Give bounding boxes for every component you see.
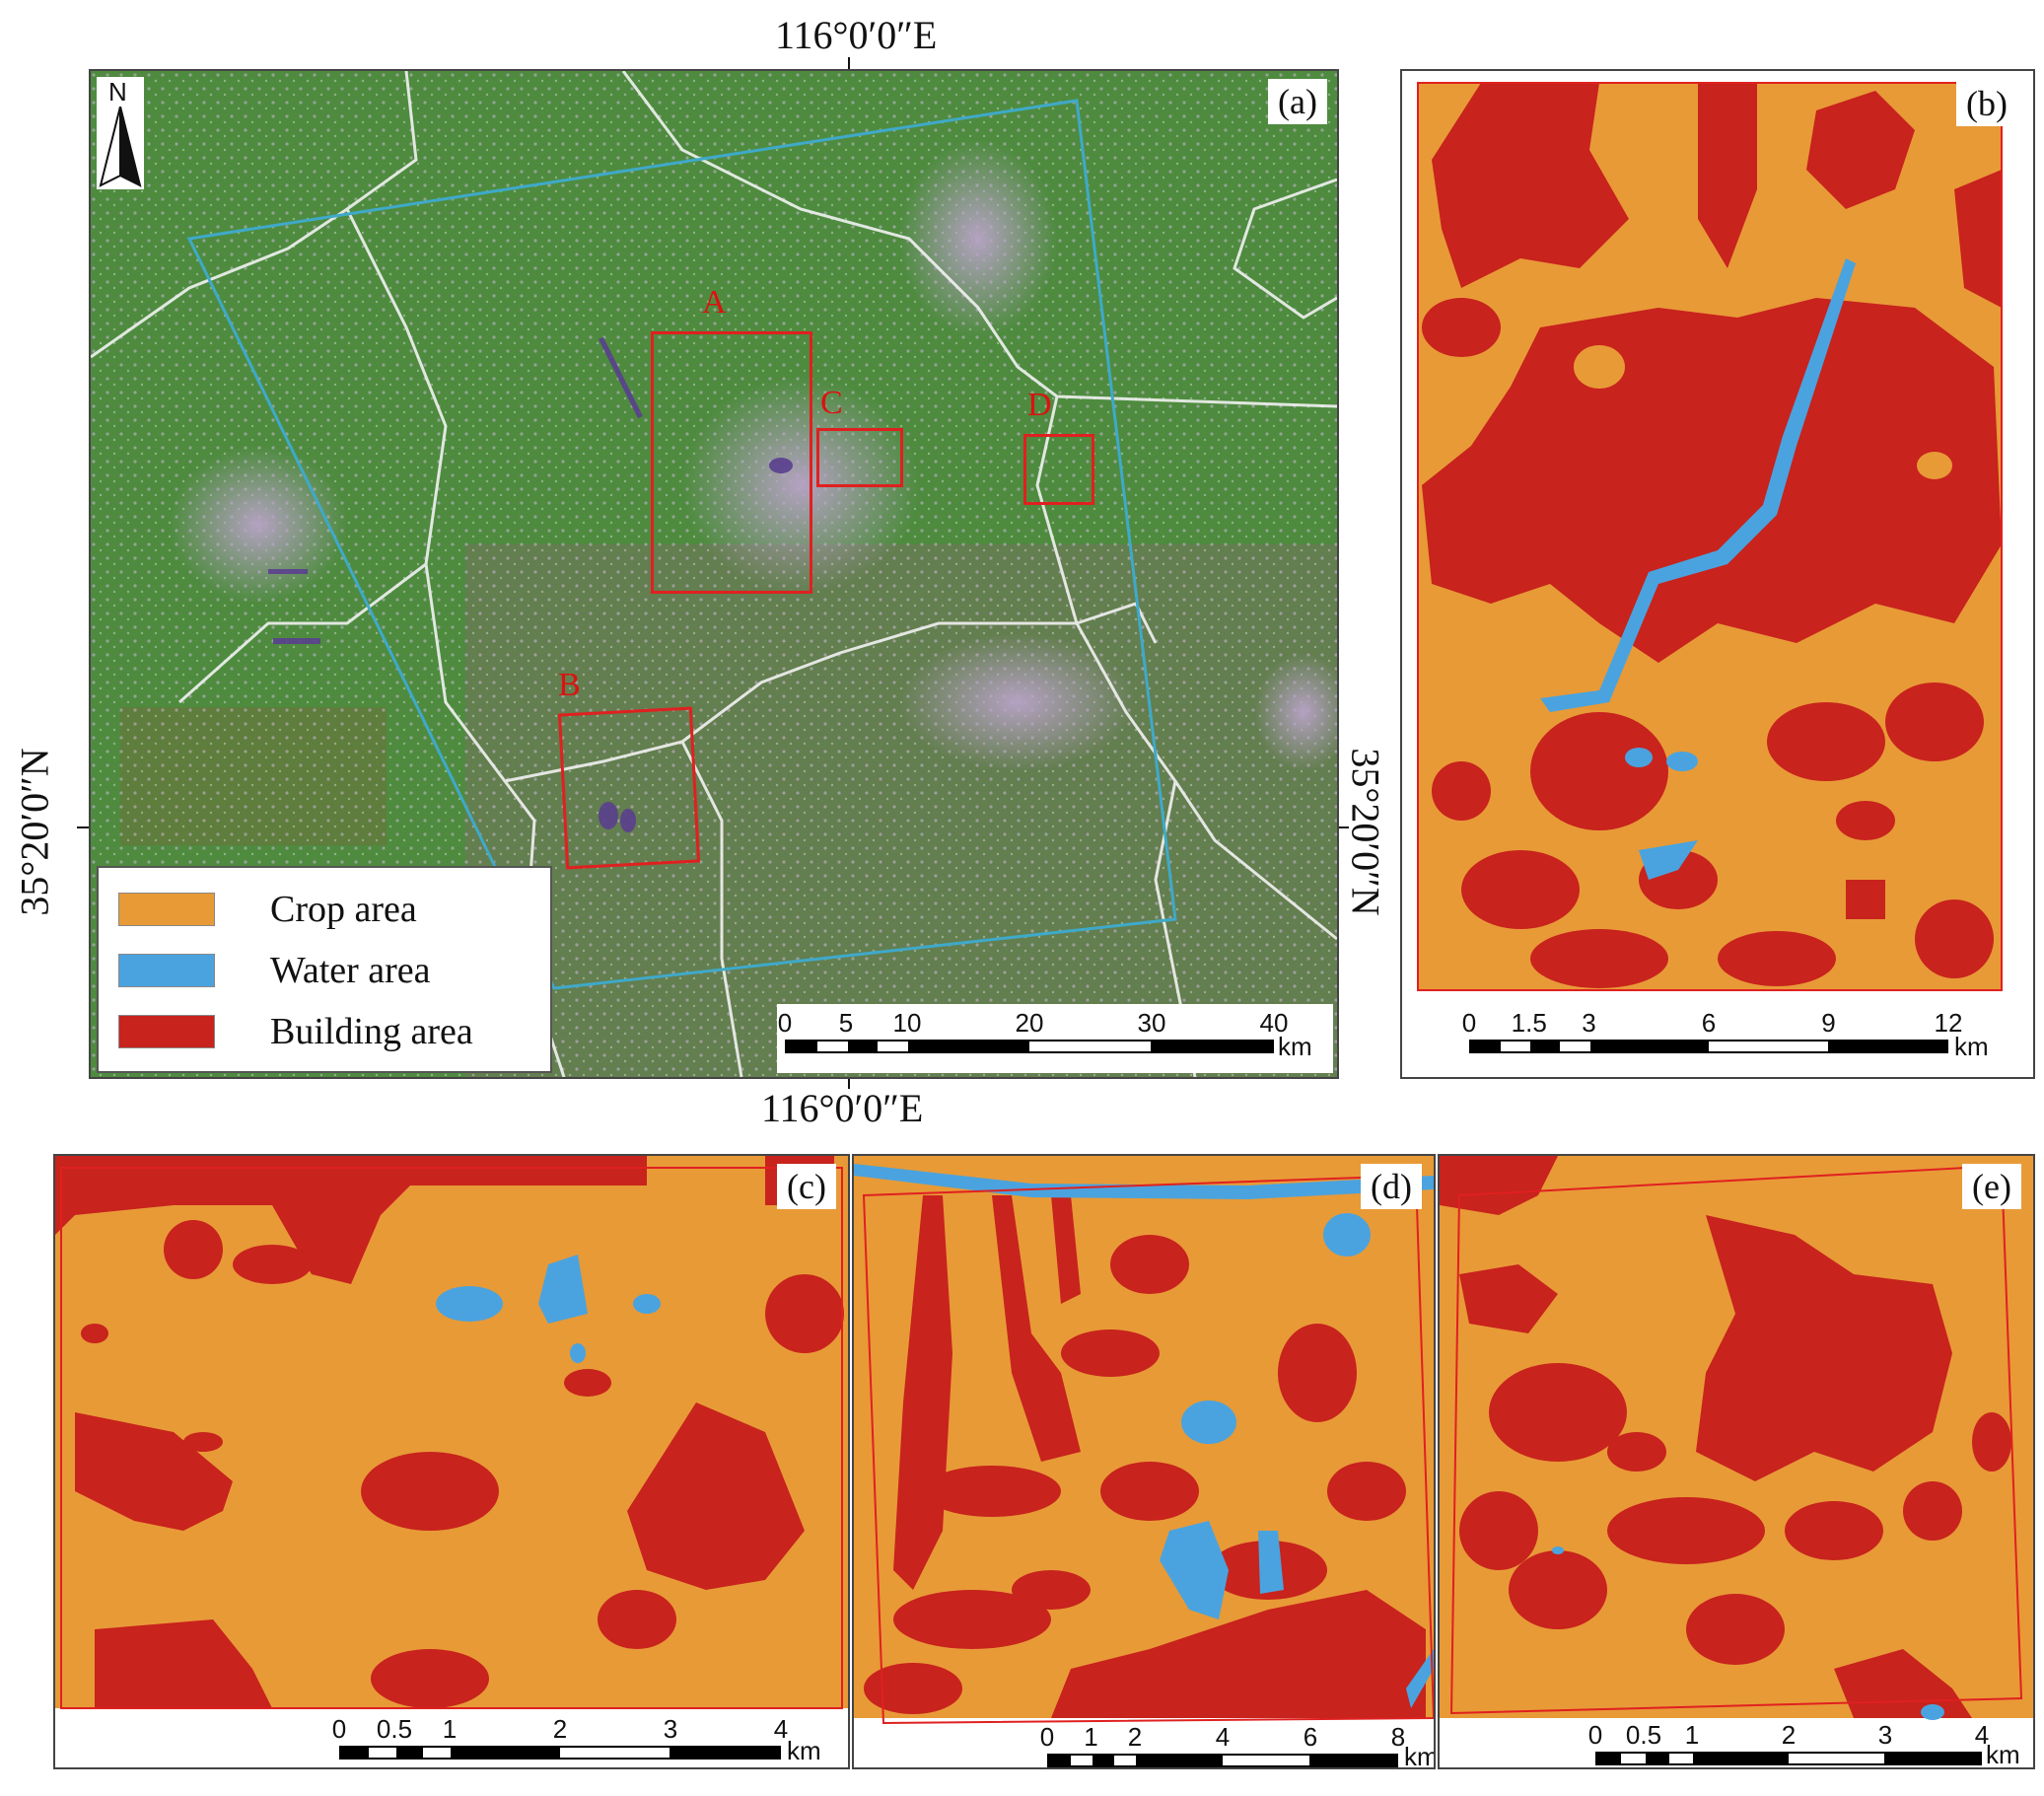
right-tick bbox=[1335, 826, 1349, 828]
region-box-b bbox=[557, 706, 701, 870]
legend-swatch-building bbox=[118, 1015, 215, 1048]
scalebar-c-tick: 0 bbox=[331, 1714, 347, 1744]
left-tick bbox=[77, 826, 91, 828]
scalebar-d-tick: 4 bbox=[1215, 1722, 1231, 1752]
legend-label-building: Building area bbox=[270, 1011, 473, 1052]
panel-b-classification-map: (b) 0 1.5 3 6 9 12 km bbox=[1400, 69, 2035, 1079]
left-latitude-label: 35°20′0″N bbox=[12, 748, 57, 916]
scalebar-c-tick: 3 bbox=[663, 1714, 678, 1744]
legend-item-building: Building area bbox=[118, 1011, 473, 1052]
classification-map-c bbox=[55, 1156, 848, 1709]
legend-item-water: Water area bbox=[118, 950, 431, 991]
panel-a-label: (a) bbox=[1268, 79, 1327, 124]
scalebar-e-tick: 0 bbox=[1587, 1720, 1603, 1750]
scalebar-b-unit: km bbox=[1954, 1032, 1989, 1061]
scalebar-d-tick: 0 bbox=[1039, 1722, 1055, 1752]
panel-e-classification-map: (e) 0 0.5 1 2 3 4 km bbox=[1438, 1154, 2035, 1769]
scalebar-e-tick: 2 bbox=[1781, 1720, 1797, 1750]
scalebar-a-tick: 20 bbox=[1015, 1008, 1044, 1038]
region-box-a bbox=[651, 331, 812, 594]
legend-item-crop: Crop area bbox=[118, 889, 417, 930]
scalebar-c-tick: 0.5 bbox=[376, 1714, 413, 1744]
scalebar-b-tick: 12 bbox=[1934, 1008, 1963, 1038]
legend-swatch-water bbox=[118, 954, 215, 987]
scalebar-a-tick: 10 bbox=[892, 1008, 922, 1038]
scalebar-a: 0 5 10 20 30 40 km bbox=[778, 1008, 1312, 1061]
scalebar-a-tick: 40 bbox=[1259, 1008, 1289, 1038]
top-tick bbox=[848, 57, 850, 71]
legend-label-crop: Crop area bbox=[270, 889, 417, 930]
panel-d-classification-map: (d) 0 1 2 4 6 8 km bbox=[852, 1154, 1436, 1769]
bottom-tick bbox=[848, 1075, 850, 1089]
top-longitude-label: 116°0′0″E bbox=[775, 13, 938, 57]
classification-map-e bbox=[1440, 1156, 2033, 1720]
scalebar-c-tick: 4 bbox=[773, 1714, 789, 1744]
scalebar-e-unit: km bbox=[1986, 1740, 2020, 1769]
scalebar-d: 0 1 2 4 6 8 km bbox=[1040, 1722, 1434, 1767]
panel-a-satellite-map: A B C D N (a) Crop area Water area Build… bbox=[89, 69, 1339, 1079]
region-box-d bbox=[1023, 434, 1094, 505]
scalebar-c: 0 0.5 1 2 3 4 km bbox=[332, 1714, 821, 1765]
region-label-d: D bbox=[1027, 387, 1052, 423]
north-arrow: N bbox=[97, 77, 144, 189]
scalebar-e-tick: 0.5 bbox=[1625, 1720, 1662, 1750]
scalebar-b: 0 1.5 3 6 9 12 km bbox=[1462, 1008, 1989, 1061]
region-box-c bbox=[816, 428, 903, 487]
scalebar-b-tick: 3 bbox=[1582, 1008, 1596, 1038]
region-label-c: C bbox=[820, 385, 843, 421]
north-arrow-icon bbox=[99, 107, 142, 187]
scalebar-a-tick: 5 bbox=[838, 1008, 854, 1038]
scalebar-c-tick: 2 bbox=[552, 1714, 568, 1744]
legend-label-water: Water area bbox=[270, 950, 431, 991]
panel-b-label: (b) bbox=[1956, 81, 2017, 126]
scalebar-e: 0 0.5 1 2 3 4 km bbox=[1588, 1720, 2020, 1767]
scalebar-d-tick: 6 bbox=[1303, 1722, 1318, 1752]
north-arrow-label: N bbox=[108, 77, 127, 107]
classification-map-b bbox=[1417, 82, 2003, 991]
scalebar-a-tick: 30 bbox=[1137, 1008, 1166, 1038]
bottom-longitude-label: 116°0′0″E bbox=[761, 1086, 924, 1130]
scalebar-e-tick: 3 bbox=[1877, 1720, 1893, 1750]
legend-swatch-crop bbox=[118, 893, 215, 926]
scalebar-d-tick: 8 bbox=[1390, 1722, 1406, 1752]
panel-e-label: (e) bbox=[1962, 1164, 2021, 1209]
panel-d-label: (d) bbox=[1361, 1164, 1422, 1209]
scalebar-e-tick: 4 bbox=[1974, 1720, 1990, 1750]
scalebar-b-tick: 6 bbox=[1701, 1008, 1717, 1038]
scalebar-c-unit: km bbox=[787, 1736, 821, 1765]
scalebar-a-tick: 0 bbox=[777, 1008, 793, 1038]
scalebar-d-tick: 1 bbox=[1084, 1722, 1098, 1752]
scalebar-b-tick: 1.5 bbox=[1511, 1008, 1547, 1038]
region-label-b: B bbox=[558, 667, 581, 703]
scalebar-b-tick: 0 bbox=[1461, 1008, 1477, 1038]
legend: Crop area Water area Building area bbox=[97, 866, 552, 1073]
right-latitude-label: 35°20′0″N bbox=[1343, 748, 1388, 916]
scalebar-b-tick: 9 bbox=[1821, 1008, 1836, 1038]
panel-c-classification-map: (c) 0 0.5 1 2 3 4 km bbox=[53, 1154, 850, 1769]
scalebar-d-tick: 2 bbox=[1127, 1722, 1143, 1752]
scalebar-a-background bbox=[777, 1004, 1333, 1073]
scalebar-c-tick: 1 bbox=[442, 1714, 458, 1744]
scalebar-e-tick: 1 bbox=[1684, 1720, 1700, 1750]
scalebar-a-unit: km bbox=[1278, 1032, 1312, 1061]
classification-map-d bbox=[854, 1156, 1434, 1725]
scalebar-d-unit: km bbox=[1404, 1742, 1436, 1769]
panel-c-label: (c) bbox=[777, 1164, 836, 1209]
region-label-a: A bbox=[702, 284, 727, 321]
